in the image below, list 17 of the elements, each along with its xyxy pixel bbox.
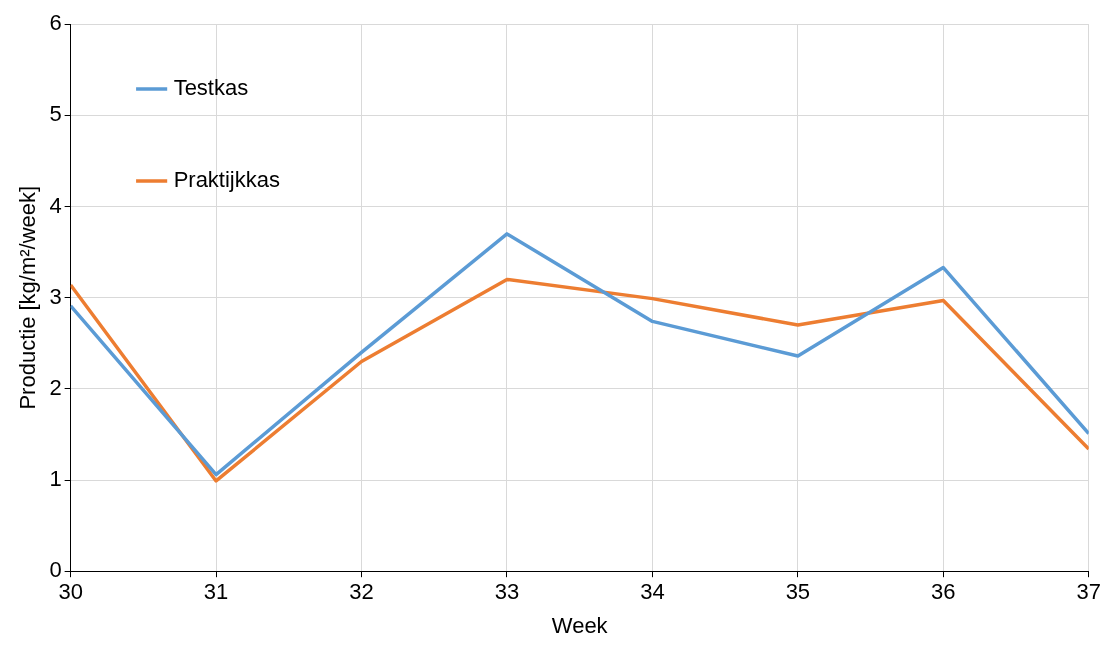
y-tick-label: 1 [49,466,62,492]
x-tick-label: 34 [640,579,665,605]
y-axis-title: Productie [kg/m²/week] [15,185,41,410]
x-axis-title: Week [551,612,609,638]
y-tick-label: 5 [49,101,62,127]
x-tick-label: 35 [785,579,811,605]
y-tick-label: 2 [49,374,62,400]
y-tick-label: 6 [49,10,62,36]
x-tick-label: 31 [203,579,229,605]
y-tick-label: 3 [49,283,62,309]
y-tick-label: 4 [49,192,62,218]
legend-label: Praktijkkas [173,167,280,193]
x-tick-label: 33 [494,579,520,605]
legend-label: Testkas [173,75,249,101]
x-tick-label: 32 [349,579,374,605]
x-tick-label: 37 [1076,579,1102,605]
x-tick-label: 36 [931,579,956,605]
